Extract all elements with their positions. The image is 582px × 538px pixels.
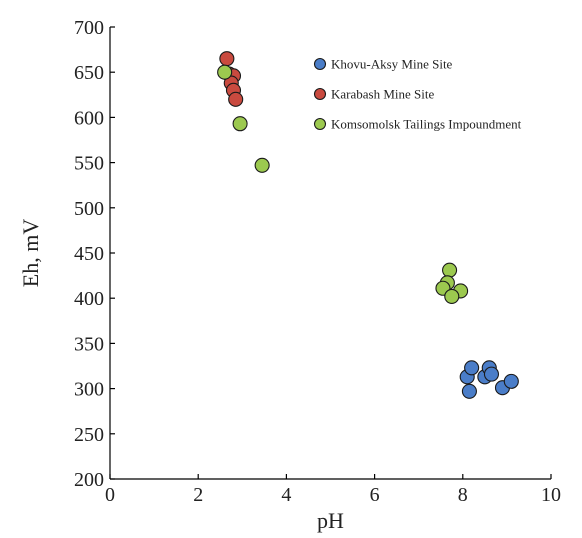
data-points	[217, 51, 519, 399]
y-tick-label: 350	[74, 333, 104, 355]
x-tick-label: 0	[105, 484, 115, 506]
x-tick-label: 2	[193, 484, 203, 506]
data-point	[442, 262, 458, 278]
x-tick-label: 8	[458, 484, 468, 506]
legend-marker	[313, 87, 327, 101]
y-tick-label: 300	[74, 379, 104, 401]
data-point	[464, 360, 480, 376]
y-tick-label: 400	[74, 288, 104, 310]
x-tick-label: 6	[370, 484, 380, 506]
data-point	[444, 288, 460, 304]
x-tick-label: 10	[541, 484, 561, 506]
x-axis-title: pH	[317, 508, 344, 533]
ticks: 200 250 300 350 400 450 500 550 600 650 700 0 2 4 6 8 10	[74, 17, 561, 506]
legend-label: Karabash Mine Site	[331, 87, 434, 102]
data-point	[219, 51, 235, 67]
legend-label: Khovu-Aksy Mine Site	[331, 57, 453, 72]
legend: Khovu-Aksy Mine Site Karabash Mine Site Ko…	[313, 57, 522, 132]
y-tick-label: 550	[74, 153, 104, 175]
data-point	[483, 366, 500, 382]
y-tick-label: 250	[74, 424, 104, 446]
data-point	[254, 157, 270, 173]
y-tick-label: 500	[74, 198, 104, 220]
y-tick-label: 450	[74, 243, 104, 265]
data-point	[461, 383, 477, 399]
legend-label: Komsomolsk Tailings Impoundment	[331, 117, 522, 132]
y-tick-label: 700	[74, 17, 104, 39]
data-point	[232, 116, 248, 132]
legend-marker	[313, 57, 327, 71]
x-tick-label: 4	[281, 484, 291, 506]
y-tick-label: 200	[74, 469, 104, 491]
data-point	[503, 373, 519, 389]
y-axis-title: Eh, mV	[18, 219, 43, 288]
y-tick-label: 600	[74, 107, 104, 129]
y-tick-label: 650	[74, 62, 104, 84]
data-point	[217, 64, 233, 80]
legend-marker	[313, 117, 327, 131]
data-point	[228, 91, 244, 107]
